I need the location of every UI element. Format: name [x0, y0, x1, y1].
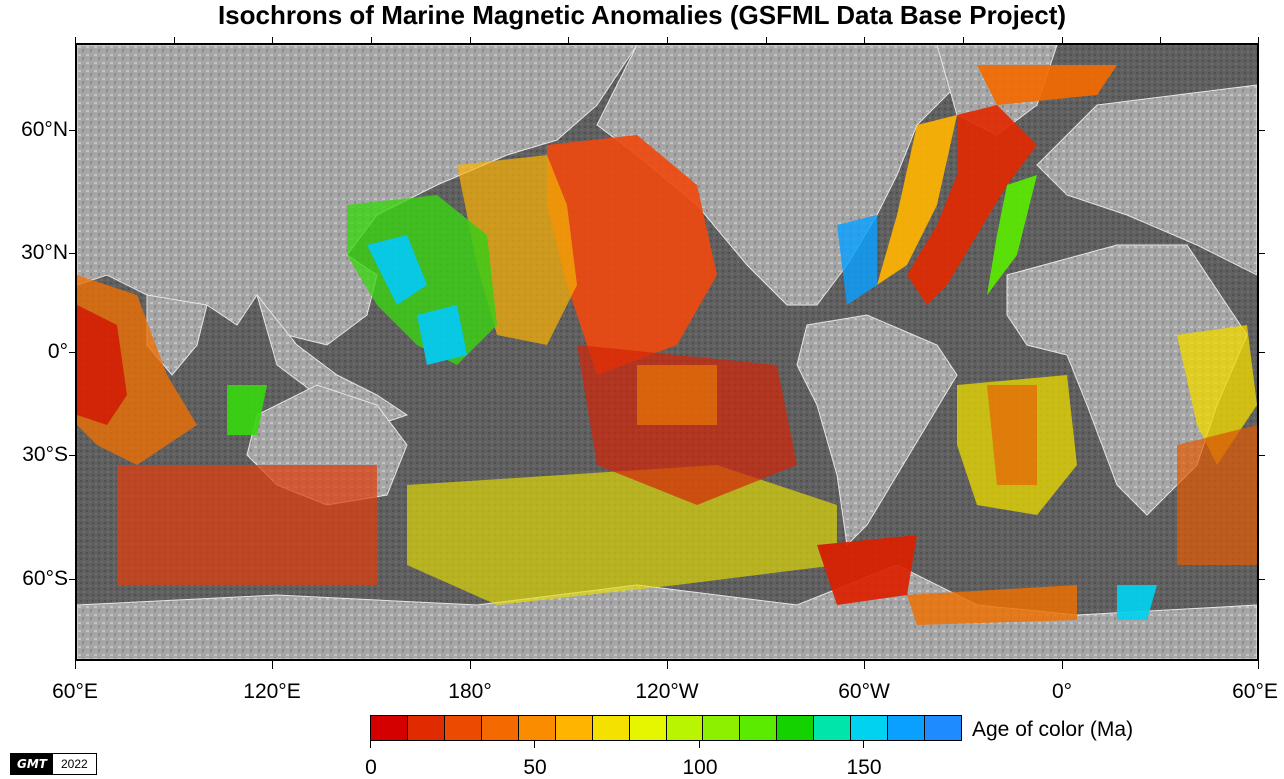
tick-top	[1160, 37, 1161, 43]
tick-right	[1259, 352, 1265, 353]
colorbar-tick-label-50: 50	[523, 756, 547, 779]
tick-top	[963, 37, 964, 43]
tick-left	[69, 352, 75, 353]
colorbar-swatch	[887, 716, 925, 740]
colorbar-swatch	[591, 716, 629, 740]
tick-top	[568, 37, 569, 43]
colorbar-swatch	[517, 716, 555, 740]
world-map[interactable]	[75, 43, 1259, 661]
tick-right	[1259, 253, 1265, 254]
tick-top	[174, 37, 175, 43]
colorbar-swatch	[628, 716, 666, 740]
colorbar-tick	[699, 741, 700, 748]
gmt-logo: GMT 2022	[10, 753, 97, 775]
colorbar-tick	[534, 741, 535, 748]
tick-left	[69, 253, 75, 254]
lat-label-60n: 60°N	[21, 118, 68, 141]
gmt-logo-year: 2022	[52, 754, 96, 774]
tick-right	[1259, 579, 1265, 580]
colorbar-swatch	[739, 716, 777, 740]
colorbar-swatch	[554, 716, 592, 740]
colorbar-swatch	[665, 716, 703, 740]
tick-right	[1259, 130, 1265, 131]
lon-label-180: 180°	[448, 680, 492, 703]
tick-left	[69, 579, 75, 580]
colorbar-tick	[863, 741, 864, 748]
colorbar-swatch	[443, 716, 481, 740]
tick-right	[1259, 455, 1265, 456]
colorbar-swatch	[702, 716, 740, 740]
map-title: Isochrons of Marine Magnetic Anomalies (…	[217, 0, 1067, 30]
colorbar-swatch	[480, 716, 518, 740]
tick-left	[69, 455, 75, 456]
continents	[77, 45, 1257, 659]
lat-label-0: 0°	[47, 340, 68, 363]
tick-top	[1258, 37, 1259, 43]
colorbar-swatch	[813, 716, 851, 740]
colorbar-swatch	[406, 716, 444, 740]
tick-bottom	[75, 661, 76, 669]
tick-left	[69, 130, 75, 131]
colorbar-swatch	[924, 716, 961, 740]
lon-label-60e: 60°E	[52, 680, 98, 703]
colorbar-tick	[370, 741, 371, 748]
lon-label-0: 0°	[1051, 680, 1073, 703]
lon-label-60w: 60°W	[838, 680, 890, 703]
tick-top	[667, 37, 668, 43]
tick-bottom	[470, 661, 471, 669]
lon-label-60e-right: 60°E	[1232, 680, 1278, 703]
tick-top	[766, 37, 767, 43]
colorbar-swatch	[776, 716, 814, 740]
isochrons	[77, 65, 1257, 625]
lon-label-120w: 120°W	[635, 680, 699, 703]
tick-top	[272, 37, 273, 43]
gmt-logo-mark: GMT	[11, 754, 53, 774]
age-colorbar	[370, 715, 962, 741]
colorbar-swatch	[850, 716, 888, 740]
tick-top	[864, 37, 865, 43]
lat-label-30s: 30°S	[22, 443, 68, 466]
tick-top	[1062, 37, 1063, 43]
colorbar-tick-label-150: 150	[846, 756, 882, 779]
tick-top	[371, 37, 372, 43]
lat-label-60s: 60°S	[22, 567, 68, 590]
lon-label-120e: 120°E	[243, 680, 301, 703]
tick-bottom	[667, 661, 668, 669]
colorbar-swatch	[371, 716, 407, 740]
colorbar-tick-label-0: 0	[365, 756, 377, 779]
tick-top	[470, 37, 471, 43]
tick-bottom	[1062, 661, 1063, 669]
tick-bottom	[1258, 661, 1259, 669]
tick-bottom	[272, 661, 273, 669]
colorbar-label: Age of color (Ma)	[972, 718, 1134, 741]
tick-top	[75, 37, 76, 43]
tick-bottom	[864, 661, 865, 669]
colorbar-tick-label-100: 100	[682, 756, 718, 779]
lat-label-30n: 30°N	[21, 241, 68, 264]
map-canvas	[77, 45, 1257, 659]
